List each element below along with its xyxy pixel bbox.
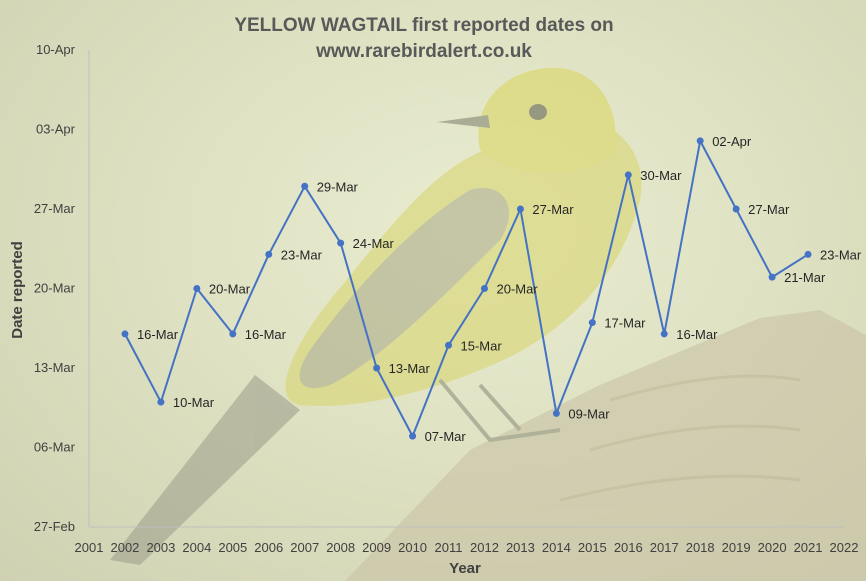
data-label: 20-Mar — [496, 282, 538, 297]
y-tick-label: 03-Apr — [36, 122, 76, 137]
bird-wing — [299, 188, 509, 389]
bird-eye — [529, 104, 547, 120]
data-point — [696, 137, 704, 145]
x-tick-label: 2008 — [326, 540, 355, 555]
x-tick-label: 2007 — [290, 540, 319, 555]
chart-title-line1: YELLOW WAGTAIL first reported dates on — [234, 15, 613, 36]
y-tick-label: 20-Mar — [34, 281, 76, 296]
data-label: 20-Mar — [209, 282, 251, 297]
y-tick-label: 10-Apr — [36, 42, 76, 57]
data-label: 24-Mar — [353, 236, 395, 251]
data-label: 23-Mar — [281, 247, 323, 262]
x-tick-label: 2013 — [506, 540, 535, 555]
x-axis-ticks: 2001 2002 2003 2004 2005 2006 2007 2008 2009 2010… — [75, 540, 859, 555]
data-label: 27-Mar — [532, 202, 574, 217]
data-label: 07-Mar — [425, 429, 467, 444]
data-point — [193, 285, 201, 292]
data-point — [516, 205, 524, 213]
data-label: 23-Mar — [820, 247, 862, 262]
data-point — [409, 432, 417, 440]
x-tick-label: 2002 — [110, 540, 139, 555]
x-tick-label: 2014 — [542, 540, 571, 555]
data-point — [121, 330, 129, 338]
data-label: 02-Apr — [712, 134, 752, 149]
data-label: 13-Mar — [389, 361, 431, 376]
series-line — [124, 139, 809, 438]
x-tick-label: 2020 — [758, 540, 787, 555]
data-point — [373, 364, 381, 372]
x-tick-label: 2021 — [794, 540, 823, 555]
bird-legs — [438, 378, 561, 443]
x-tick-label: 2001 — [75, 540, 104, 555]
x-tick-label: 2004 — [182, 540, 211, 555]
data-point — [552, 409, 560, 417]
x-tick-label: 2009 — [362, 540, 391, 555]
data-point — [229, 330, 237, 338]
data-label: 17-Mar — [604, 316, 646, 331]
x-tick-label: 2018 — [686, 540, 715, 555]
y-axis-ticks: 27-Feb 06-Mar 13-Mar 20-Mar 27-Mar 03-Apr 10-A… — [34, 42, 76, 534]
bird-tail — [110, 375, 300, 565]
y-tick-label: 13-Mar — [34, 360, 76, 375]
bird-head — [478, 67, 616, 173]
x-tick-label: 2015 — [578, 540, 607, 555]
chart-title-line2: www.rarebirdalert.co.uk — [315, 41, 532, 62]
x-tick-label: 2016 — [614, 540, 643, 555]
y-axis-title: Date reported — [9, 241, 26, 339]
data-point — [660, 330, 668, 338]
y-tick-label: 27-Feb — [34, 519, 75, 534]
bird-beak — [437, 115, 490, 128]
data-point — [265, 250, 273, 258]
data-point — [624, 171, 632, 179]
data-point — [588, 319, 596, 327]
y-tick-label: 27-Mar — [34, 201, 76, 216]
chart-title: YELLOW WAGTAIL first reported dates on w… — [234, 15, 613, 62]
data-point — [157, 398, 165, 406]
data-label: 27-Mar — [748, 202, 790, 217]
data-label: 29-Mar — [317, 179, 359, 194]
x-axis-title: Year — [449, 560, 481, 577]
x-tick-label: 2005 — [218, 540, 247, 555]
x-tick-label: 2012 — [470, 540, 499, 555]
data-label: 16-Mar — [137, 327, 179, 342]
data-label: 30-Mar — [640, 168, 682, 183]
data-label: 10-Mar — [173, 395, 215, 410]
data-label: 16-Mar — [676, 327, 718, 342]
x-tick-label: 2017 — [650, 540, 679, 555]
data-point — [768, 273, 776, 281]
background-photo — [110, 67, 866, 581]
data-point — [337, 239, 345, 247]
x-tick-label: 2006 — [254, 540, 283, 555]
x-tick-label: 2019 — [722, 540, 751, 555]
data-point — [804, 250, 812, 258]
y-tick-label: 06-Mar — [34, 440, 76, 455]
x-tick-label: 2010 — [398, 540, 427, 555]
data-label: 09-Mar — [568, 406, 610, 421]
data-label: 15-Mar — [461, 338, 503, 353]
log-grain — [559, 374, 801, 502]
data-point — [732, 205, 740, 213]
x-tick-label: 2011 — [435, 540, 463, 555]
data-point — [480, 285, 488, 292]
data-label: 21-Mar — [784, 270, 826, 285]
data-point — [301, 182, 309, 190]
x-tick-label: 2022 — [830, 540, 859, 555]
series-group: 16-Mar 10-Mar 20-Mar 16-Mar 23-Mar 29-Mar 24-M… — [121, 134, 862, 444]
x-tick-label: 2003 — [146, 540, 175, 555]
data-point — [445, 341, 453, 349]
data-label: 16-Mar — [245, 327, 287, 342]
